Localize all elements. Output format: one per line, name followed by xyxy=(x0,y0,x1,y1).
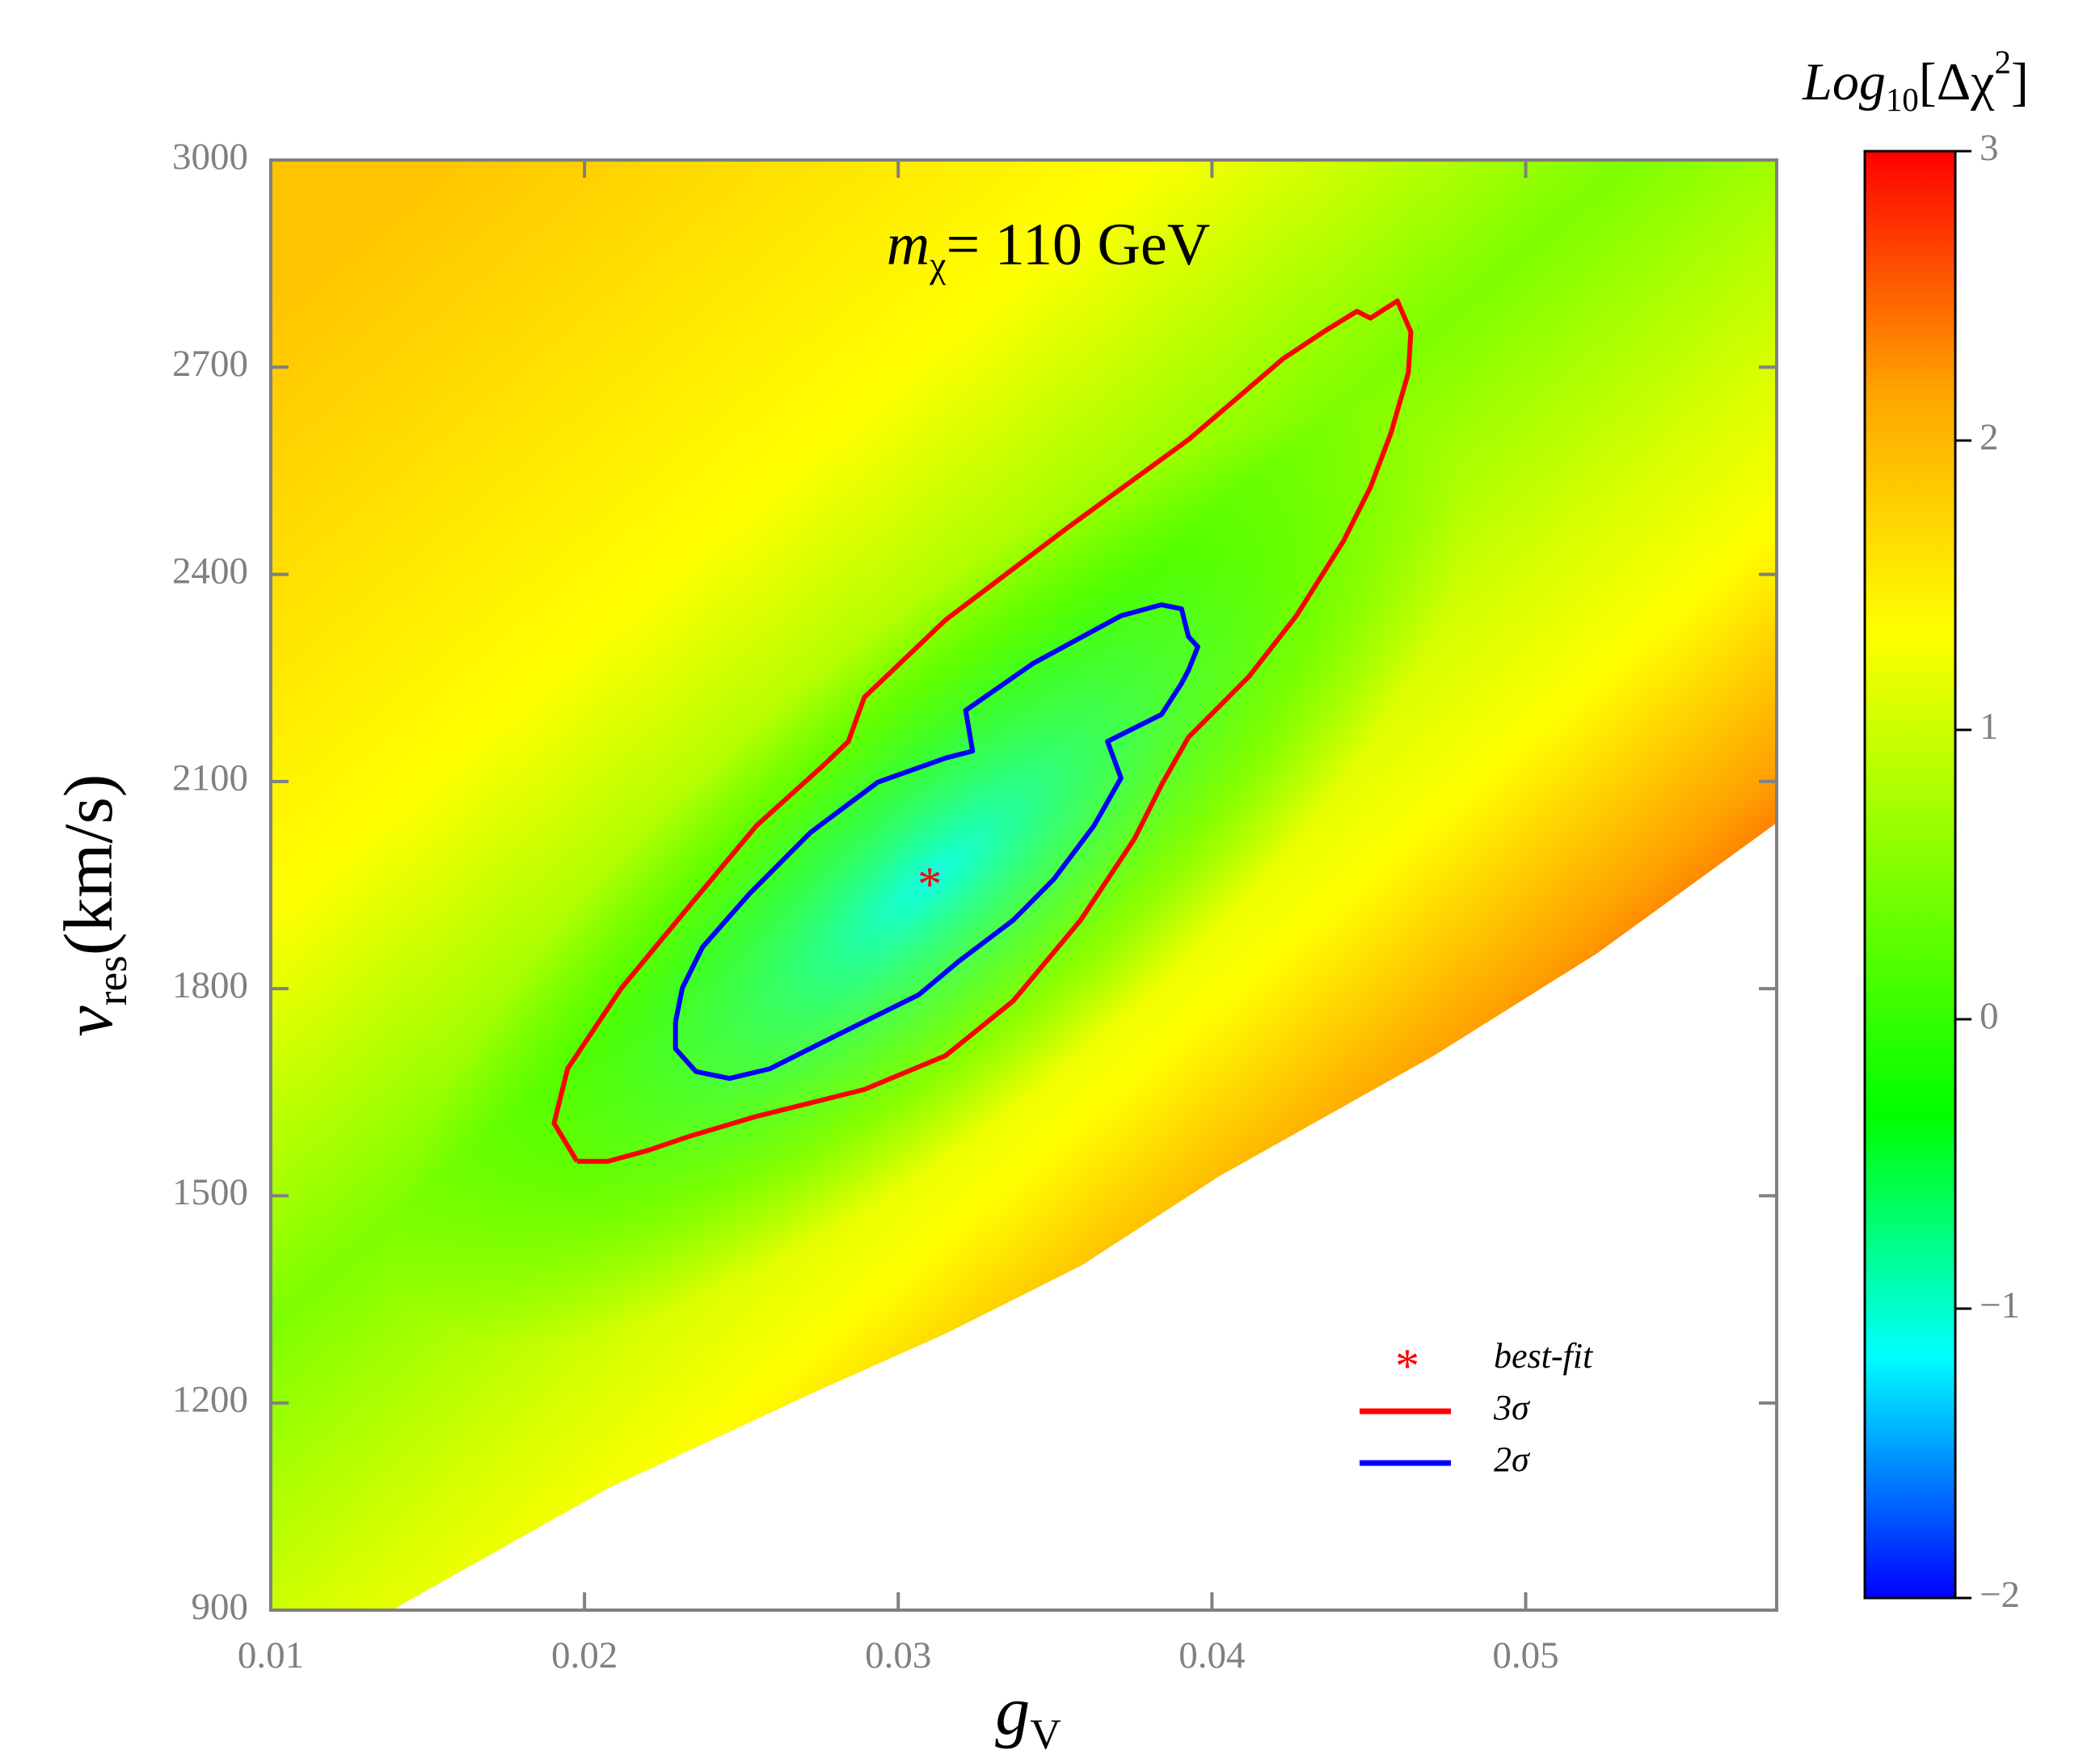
annotation: mχ= 110 GeV xyxy=(887,212,1211,285)
colorbar-tick-label: −2 xyxy=(1980,1574,2020,1616)
x-axis-label: gV xyxy=(995,1672,1061,1754)
contour-line xyxy=(673,602,1200,1081)
colorbar-label: Log10[Δχ2] xyxy=(1802,44,2029,118)
annotation-part: χ xyxy=(929,244,947,285)
y-tick-label: 3000 xyxy=(172,136,248,178)
y-tick-label: 1200 xyxy=(172,1378,248,1420)
y-tick-label: 2100 xyxy=(172,757,248,799)
colorbar-tick-label: 3 xyxy=(1980,127,1999,169)
x-axis-label-part: V xyxy=(1030,1710,1061,1754)
colorbar-tick-label: 2 xyxy=(1980,416,1999,458)
annotation-part: = 110 GeV xyxy=(947,212,1211,278)
y-axis-label-part: (km/s) xyxy=(49,774,127,956)
x-axis-label-part: g xyxy=(995,1672,1030,1749)
y-tick-label: 2700 xyxy=(172,343,248,385)
y-tick-label: 1500 xyxy=(172,1171,248,1213)
legend-marker: * xyxy=(1395,1339,1419,1393)
x-tick-label: 0.01 xyxy=(238,1634,304,1676)
x-tick-label: 0.03 xyxy=(865,1634,931,1676)
y-tick-label: 2400 xyxy=(172,550,248,592)
colorbar-label-part: 10 xyxy=(1886,82,1919,118)
x-tick-label: 0.02 xyxy=(551,1634,618,1676)
y-tick-label: 1800 xyxy=(172,964,248,1006)
colorbar-label-part: ] xyxy=(2011,53,2029,112)
contour-line xyxy=(551,298,1414,1164)
legend-label: 3σ xyxy=(1493,1388,1531,1427)
best-fit-point: * xyxy=(917,858,942,911)
colorbar-label-part: 2 xyxy=(1994,44,2010,81)
x-tick-label: 0.05 xyxy=(1492,1634,1558,1676)
colorbar xyxy=(1863,150,1957,1600)
legend-label: 2σ xyxy=(1494,1440,1531,1479)
colorbar-label-part: Log xyxy=(1802,53,1886,112)
plot-frame xyxy=(269,158,1778,1612)
y-axis-label-part: v xyxy=(49,1005,127,1036)
y-axis-label: vres(km/s) xyxy=(49,774,136,1037)
colorbar-tick-label: 0 xyxy=(1980,995,1999,1037)
colorbar-tick-label: 1 xyxy=(1980,706,1999,748)
plot-area: * xyxy=(551,298,1414,1164)
annotation-part: m xyxy=(887,212,930,278)
y-tick-label: 900 xyxy=(192,1586,249,1628)
y-axis-label-part: res xyxy=(87,955,136,1006)
x-tick-label: 0.04 xyxy=(1179,1634,1245,1676)
heatmap xyxy=(271,160,1777,1610)
legend-label: best-fit xyxy=(1494,1336,1594,1376)
colorbar-tick-label: −1 xyxy=(1980,1284,2020,1326)
colorbar-label-part: [Δχ xyxy=(1919,53,1995,112)
